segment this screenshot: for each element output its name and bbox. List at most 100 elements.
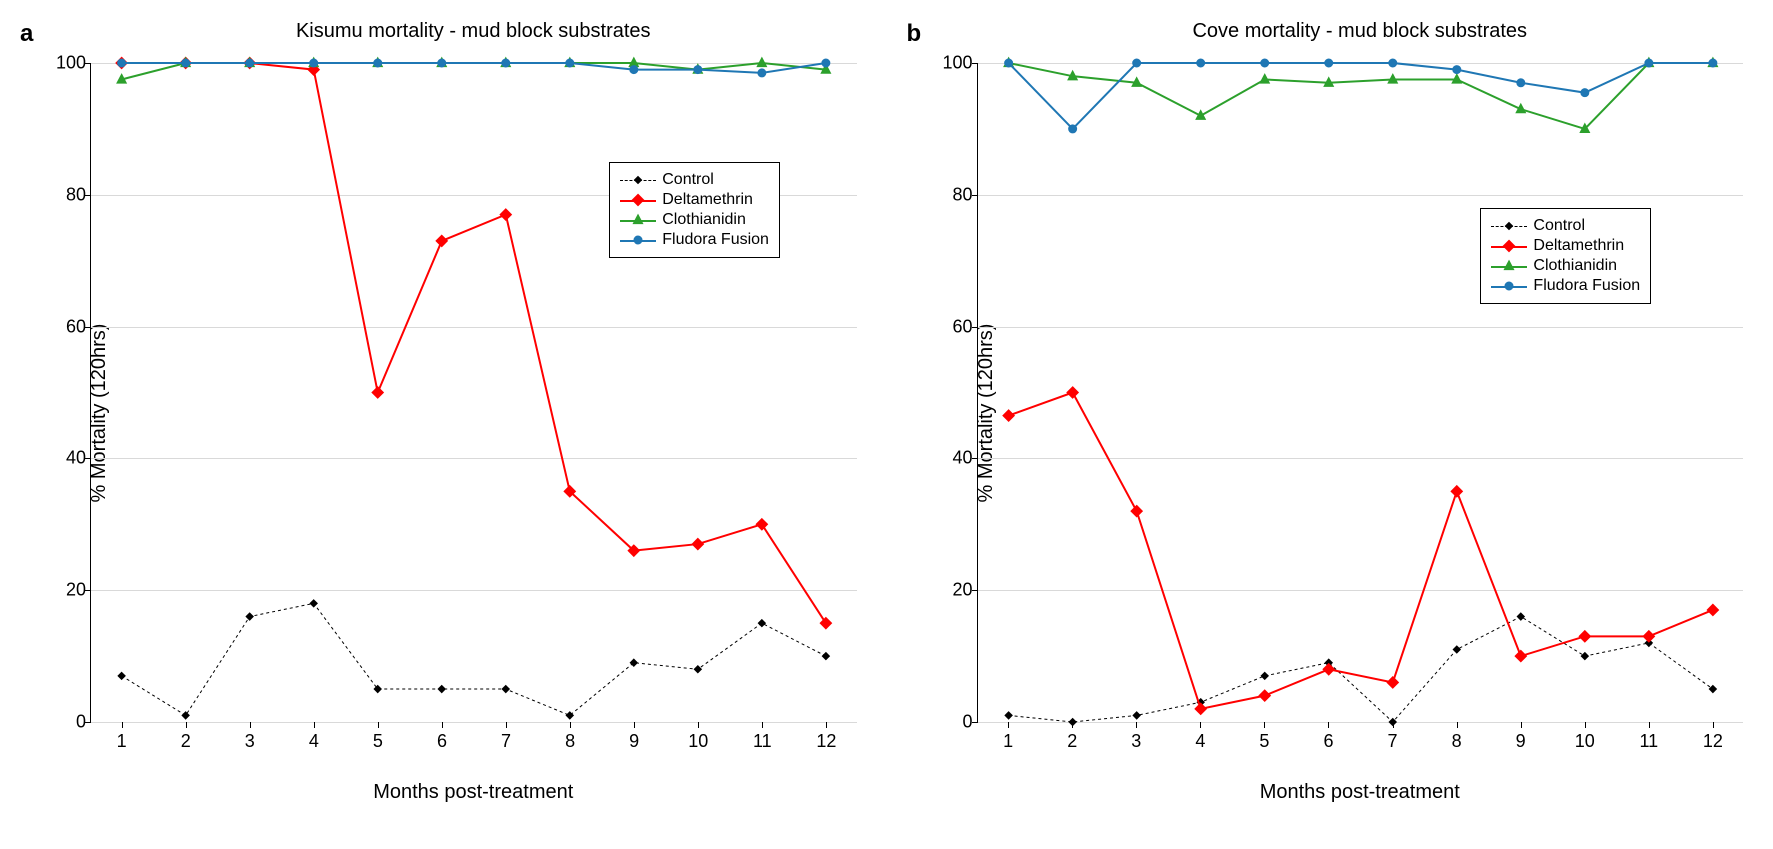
ytick-label: 100 xyxy=(928,53,973,74)
legend-row: Deltamethrin xyxy=(620,191,769,209)
xtick-mark xyxy=(122,722,123,728)
ytick-label: 60 xyxy=(928,316,973,337)
xtick-mark xyxy=(506,722,507,728)
xtick-mark xyxy=(250,722,251,728)
legend-swatch xyxy=(620,213,656,227)
plot-area-b: 020406080100123456789101112ControlDeltam… xyxy=(977,63,1744,723)
xtick-label: 10 xyxy=(1575,731,1595,752)
xlabel-a: Months post-treatment xyxy=(20,781,867,804)
legend-row: Clothianidin xyxy=(1491,257,1640,275)
series-line xyxy=(122,603,826,715)
ytick-label: 100 xyxy=(41,53,86,74)
ytick-label: 80 xyxy=(928,184,973,205)
xtick-label: 3 xyxy=(1131,731,1141,752)
xtick-mark xyxy=(1649,722,1650,728)
xtick-mark xyxy=(634,722,635,728)
chart-title-b: Cove mortality - mud block substrates xyxy=(907,20,1754,43)
xtick-label: 2 xyxy=(181,731,191,752)
legend-label: Clothianidin xyxy=(1533,257,1617,275)
plot-area-a: 020406080100123456789101112ControlDeltam… xyxy=(90,63,857,723)
legend: Control Deltamethrin Clothianidin Fludora F… xyxy=(609,162,780,258)
xtick-mark xyxy=(1136,722,1137,728)
xtick-mark xyxy=(314,722,315,728)
legend-swatch xyxy=(1491,259,1527,273)
ytick-label: 80 xyxy=(41,184,86,205)
legend-label: Deltamethrin xyxy=(662,191,753,209)
series-line xyxy=(1008,617,1712,722)
ytick-label: 40 xyxy=(928,448,973,469)
xtick-label: 8 xyxy=(1452,731,1462,752)
xtick-label: 9 xyxy=(629,731,639,752)
xtick-label: 11 xyxy=(753,731,772,752)
chart-wrap-b: % Mortality (120hrs) 0204060801001234567… xyxy=(907,53,1754,773)
gridline xyxy=(978,722,1744,723)
legend-row: Control xyxy=(620,171,769,189)
ytick-label: 20 xyxy=(928,580,973,601)
series-line xyxy=(1008,63,1712,129)
xtick-mark xyxy=(762,722,763,728)
xtick-label: 4 xyxy=(1195,731,1205,752)
xtick-label: 12 xyxy=(1703,731,1723,752)
panel-b: b Cove mortality - mud block substrates … xyxy=(907,20,1754,804)
chart-wrap-a: % Mortality (120hrs) 0204060801001234567… xyxy=(20,53,867,773)
legend-label: Fludora Fusion xyxy=(662,231,769,249)
xtick-mark xyxy=(1585,722,1586,728)
panel-label-b: b xyxy=(907,20,922,48)
legend-row: Clothianidin xyxy=(620,211,769,229)
xtick-label: 7 xyxy=(1388,731,1398,752)
xlabel-b: Months post-treatment xyxy=(907,781,1754,804)
legend-row: Fludora Fusion xyxy=(620,231,769,249)
xtick-label: 9 xyxy=(1516,731,1526,752)
legend-label: Fludora Fusion xyxy=(1533,277,1640,295)
xtick-label: 6 xyxy=(1323,731,1333,752)
legend-swatch xyxy=(620,193,656,207)
legend-row: Control xyxy=(1491,217,1640,235)
ytick-label: 60 xyxy=(41,316,86,337)
legend: Control Deltamethrin Clothianidin Fludora F… xyxy=(1480,208,1651,304)
xtick-mark xyxy=(1457,722,1458,728)
xtick-mark xyxy=(698,722,699,728)
xtick-label: 7 xyxy=(501,731,511,752)
series-line xyxy=(122,63,826,623)
gridline xyxy=(91,722,857,723)
xtick-label: 12 xyxy=(816,731,836,752)
legend-label: Control xyxy=(662,171,714,189)
legend-row: Deltamethrin xyxy=(1491,237,1640,255)
xtick-mark xyxy=(442,722,443,728)
legend-row: Fludora Fusion xyxy=(1491,277,1640,295)
plot-svg xyxy=(978,63,1744,722)
ytick-label: 0 xyxy=(928,712,973,733)
legend-swatch xyxy=(620,233,656,247)
legend-swatch xyxy=(1491,279,1527,293)
xtick-mark xyxy=(1008,722,1009,728)
chart-title-a: Kisumu mortality - mud block substrates xyxy=(20,20,867,43)
xtick-mark xyxy=(1200,722,1201,728)
xtick-label: 6 xyxy=(437,731,447,752)
xtick-label: 5 xyxy=(1259,731,1269,752)
xtick-label: 3 xyxy=(245,731,255,752)
legend-swatch xyxy=(1491,239,1527,253)
xtick-label: 5 xyxy=(373,731,383,752)
legend-label: Control xyxy=(1533,217,1585,235)
xtick-mark xyxy=(570,722,571,728)
series-line xyxy=(1008,63,1712,129)
xtick-mark xyxy=(378,722,379,728)
xtick-mark xyxy=(186,722,187,728)
xtick-label: 10 xyxy=(688,731,708,752)
panel-a: a Kisumu mortality - mud block substrate… xyxy=(20,20,867,804)
xtick-label: 1 xyxy=(1003,731,1013,752)
legend-label: Deltamethrin xyxy=(1533,237,1624,255)
xtick-label: 2 xyxy=(1067,731,1077,752)
series-line xyxy=(1008,393,1712,709)
legend-swatch xyxy=(1491,219,1527,233)
legend-swatch xyxy=(620,173,656,187)
ytick-label: 40 xyxy=(41,448,86,469)
xtick-mark xyxy=(1328,722,1329,728)
xtick-mark xyxy=(1264,722,1265,728)
xtick-label: 8 xyxy=(565,731,575,752)
xtick-mark xyxy=(1521,722,1522,728)
legend-label: Clothianidin xyxy=(662,211,746,229)
ytick-label: 20 xyxy=(41,580,86,601)
panel-label-a: a xyxy=(20,20,33,48)
xtick-mark xyxy=(826,722,827,728)
